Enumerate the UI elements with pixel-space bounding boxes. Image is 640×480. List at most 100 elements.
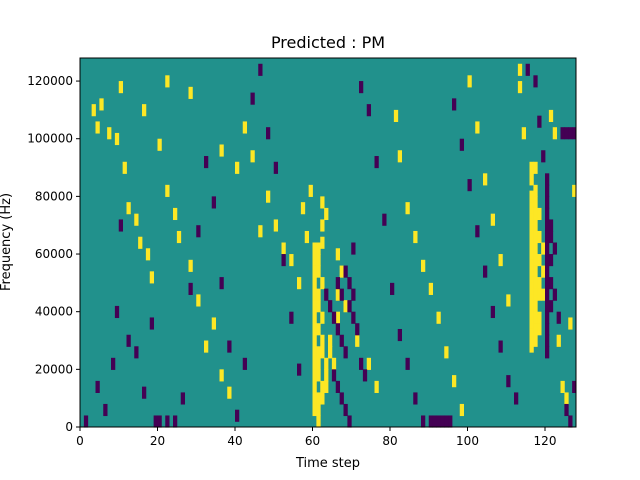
heatmap-cell-low [572,380,577,393]
heatmap-cell-high [312,277,317,290]
heatmap-cell-high [366,357,372,370]
heatmap-cell-high [297,277,302,290]
heatmap-cell-high [204,340,209,353]
heatmap-cell-high [533,334,538,347]
heatmap-cell-high [331,357,337,370]
heatmap-cell-high [355,334,360,347]
heatmap-cell-low [335,380,341,393]
heatmap-cell-high [320,219,325,232]
x-tick-label: 80 [382,434,397,448]
x-tick-label: 120 [534,434,557,448]
heatmap-cell-low [545,311,550,324]
heatmap-cell-high [533,161,538,174]
heatmap-cell-high [428,282,434,295]
heatmap-cell-high [312,323,317,336]
heatmap-cell-high [533,219,538,232]
heatmap-cell-low [328,300,333,313]
heatmap-cell-low [421,415,426,428]
heatmap-cell-low [359,357,364,370]
heatmap-cell-low [273,161,279,174]
heatmap-cell-low [548,254,554,267]
heatmap-cell-high [533,265,538,278]
heatmap-cell-high [529,225,534,238]
heatmap-cell-low [227,340,232,353]
heatmap-cell-low [266,127,271,140]
heatmap-cell-low [545,288,550,301]
heatmap-cell-high [138,236,143,249]
heatmap-cell-low [564,127,569,140]
heatmap-cell-high [188,86,193,99]
heatmap-cell-low [149,317,155,330]
heatmap-cell-high [397,150,403,163]
heatmap-cell-high [324,357,329,370]
heatmap-cell-low [452,98,457,111]
heatmap-cell-high [312,346,317,359]
plot-area [79,57,577,428]
heatmap-cell-high [107,127,112,140]
heatmap-cell-high [316,265,321,278]
heatmap-cell-high [529,282,534,295]
heatmap-cell-low [572,127,577,140]
heatmap-cell-high [145,248,151,261]
x-axis: 0 20 40 60 80 100 120 [76,427,556,448]
heatmap-cell-low [324,288,329,301]
heatmap-cell-high [506,294,511,307]
heatmap-cell-low [428,415,434,428]
heatmap-cell-high [533,242,538,255]
heatmap-cell-low [545,230,550,244]
heatmap-cell-low [506,375,511,388]
heatmap-cell-low [343,265,348,278]
heatmap-cell-high [289,254,294,267]
heatmap-cell-high [529,305,534,319]
heatmap-cell-low [548,219,554,232]
heatmap-cell-high [320,236,325,249]
heatmap-cell-low [525,63,530,76]
heatmap-cell-high [273,219,279,232]
heatmap-cell-high [498,254,503,267]
heatmap-cell-low [347,300,352,313]
heatmap-cell-high [312,357,317,370]
heatmap-cell-high [312,380,317,393]
heatmap-cell-high [316,254,321,267]
heatmap-cell-low [436,415,441,428]
heatmap-cell-low [545,173,550,186]
heatmap-cell-low [335,277,341,290]
heatmap-cell-high [320,196,325,209]
heatmap-cell-high [142,104,147,117]
heatmap-cell-high [568,317,573,330]
heatmap-cell-low [242,357,248,370]
heatmap-cell-low [103,403,108,417]
heatmap-cell-high [537,311,542,324]
heatmap-cell-high [529,294,534,307]
heatmap-cell-high [312,254,317,267]
heatmap-cell-high [320,311,325,324]
x-tick-label: 40 [227,434,242,448]
heatmap-cell-low [196,225,201,238]
heatmap-cell-high [560,380,565,393]
heatmap-cell-high [316,369,321,382]
heatmap-cell-high [529,213,534,226]
heatmap-cell-high [157,138,162,151]
heatmap-cell-high [242,121,248,134]
heatmap-cell-high [227,386,232,399]
y-tick-label: 40000 [35,305,73,319]
heatmap-cell-high [312,300,317,313]
heatmap-cell-high [134,213,139,226]
heatmap-cell-high [483,173,488,186]
heatmap-cell-high [529,328,534,342]
heatmap-cell-low [335,323,341,336]
heatmap-cell-low [359,81,364,94]
heatmap-cell-high [529,190,534,203]
heatmap-cell-low [440,415,445,428]
x-tick-label: 100 [456,434,479,448]
heatmap-cell-high [219,144,224,157]
heatmap-cell-high [149,271,155,284]
heatmap-cell-low [552,242,558,255]
heatmap-cells [83,63,577,428]
heatmap-cell-high [320,334,325,347]
heatmap-cell-high [258,225,263,238]
heatmap-cell-high [196,294,201,307]
heatmap-cell-high [537,288,542,301]
heatmap-cell-high [176,230,182,244]
